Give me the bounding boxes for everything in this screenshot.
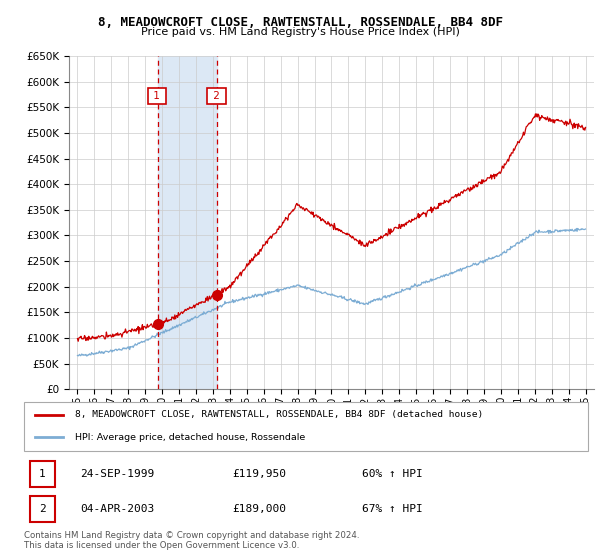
Text: 2: 2 — [210, 91, 223, 101]
Text: 04-APR-2003: 04-APR-2003 — [80, 504, 155, 514]
Text: 60% ↑ HPI: 60% ↑ HPI — [362, 469, 423, 479]
Text: 67% ↑ HPI: 67% ↑ HPI — [362, 504, 423, 514]
Text: 2: 2 — [39, 504, 46, 514]
FancyBboxPatch shape — [29, 460, 55, 487]
Text: 8, MEADOWCROFT CLOSE, RAWTENSTALL, ROSSENDALE, BB4 8DF: 8, MEADOWCROFT CLOSE, RAWTENSTALL, ROSSE… — [97, 16, 503, 29]
Text: HPI: Average price, detached house, Rossendale: HPI: Average price, detached house, Ross… — [75, 433, 305, 442]
Text: Price paid vs. HM Land Registry's House Price Index (HPI): Price paid vs. HM Land Registry's House … — [140, 27, 460, 37]
Text: £119,950: £119,950 — [233, 469, 287, 479]
FancyBboxPatch shape — [24, 402, 588, 451]
Text: 1: 1 — [150, 91, 163, 101]
Text: Contains HM Land Registry data © Crown copyright and database right 2024.
This d: Contains HM Land Registry data © Crown c… — [24, 531, 359, 550]
Text: £189,000: £189,000 — [233, 504, 287, 514]
Text: 24-SEP-1999: 24-SEP-1999 — [80, 469, 155, 479]
FancyBboxPatch shape — [29, 496, 55, 522]
Text: 8, MEADOWCROFT CLOSE, RAWTENSTALL, ROSSENDALE, BB4 8DF (detached house): 8, MEADOWCROFT CLOSE, RAWTENSTALL, ROSSE… — [75, 410, 483, 419]
Bar — [158, 56, 217, 389]
Text: 1: 1 — [39, 469, 46, 479]
